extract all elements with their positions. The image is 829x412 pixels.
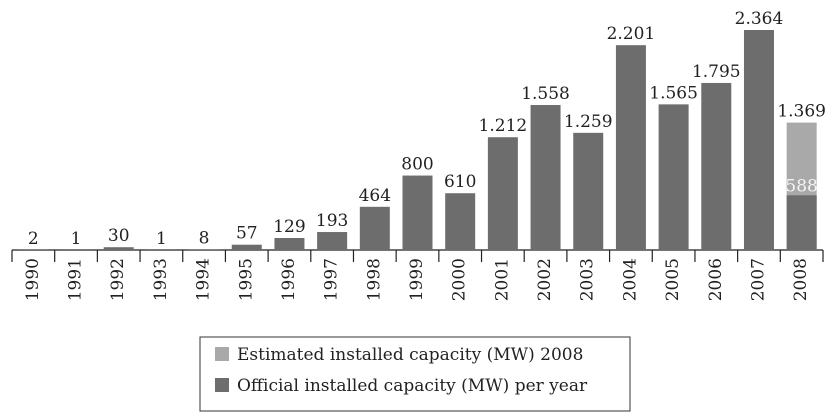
bar xyxy=(487,137,518,250)
data-label: 193 xyxy=(316,211,348,231)
data-label: 464 xyxy=(359,186,391,206)
data-label: 610 xyxy=(444,172,476,192)
data-label: 1.212 xyxy=(479,116,528,136)
x-tick-label: 1991 xyxy=(66,258,86,301)
x-tick-label: 1999 xyxy=(407,258,427,301)
data-label: 2 xyxy=(28,229,39,249)
x-tick-label: 1998 xyxy=(364,258,384,301)
bar xyxy=(317,232,348,250)
x-tick-label: 2000 xyxy=(450,258,470,301)
bar xyxy=(445,193,476,250)
x-tick-label: 1995 xyxy=(236,258,256,301)
bar xyxy=(103,247,134,250)
bar xyxy=(743,30,774,250)
bar xyxy=(658,104,689,250)
data-label: 8 xyxy=(199,228,210,248)
x-tick-label: 2003 xyxy=(578,258,598,301)
x-tick-label: 1993 xyxy=(151,258,171,301)
legend-swatch xyxy=(215,378,229,392)
legend-label: Estimated installed capacity (MW) 2008 xyxy=(237,345,583,365)
x-tick-label: 2004 xyxy=(620,258,640,301)
bar xyxy=(786,195,817,250)
data-label: 1.558 xyxy=(521,84,570,104)
x-tick-label: 1992 xyxy=(108,258,128,301)
bar xyxy=(701,82,732,250)
bar xyxy=(402,175,433,250)
data-label: 1.369 xyxy=(777,102,826,122)
bar xyxy=(573,132,604,250)
data-label: 800 xyxy=(401,155,433,175)
legend-box xyxy=(199,336,631,412)
data-label: 1 xyxy=(156,229,167,249)
x-tick-label: 2001 xyxy=(492,258,512,301)
bar xyxy=(530,105,561,251)
data-label: 1.565 xyxy=(649,83,698,103)
data-label: 30 xyxy=(108,226,130,246)
bar xyxy=(615,45,646,250)
bar xyxy=(189,249,220,250)
x-tick-label: 2002 xyxy=(535,258,555,301)
data-label: 2.201 xyxy=(607,24,656,44)
x-tick-label: 1990 xyxy=(23,258,43,301)
data-label: 1.259 xyxy=(564,112,613,132)
data-label: 2.364 xyxy=(735,9,784,29)
legend-label: Official installed capacity (MW) per yea… xyxy=(237,376,588,396)
data-label: 57 xyxy=(236,224,258,244)
bar xyxy=(231,244,262,250)
data-label: 588 xyxy=(785,176,817,196)
x-tick-label: 2007 xyxy=(748,258,768,301)
x-tick-label: 2005 xyxy=(663,258,683,301)
data-label: 129 xyxy=(273,217,305,237)
legend-swatch xyxy=(215,347,229,361)
x-tick-label: 2008 xyxy=(791,258,811,301)
data-label: 1 xyxy=(71,229,82,249)
bar xyxy=(274,237,305,250)
x-tick-label: 1996 xyxy=(279,258,299,301)
x-tick-label: 2006 xyxy=(706,258,726,301)
data-label: 1.795 xyxy=(692,62,741,82)
bar xyxy=(359,206,390,250)
x-tick-label: 1997 xyxy=(322,258,342,301)
x-tick-label: 1994 xyxy=(194,258,214,301)
